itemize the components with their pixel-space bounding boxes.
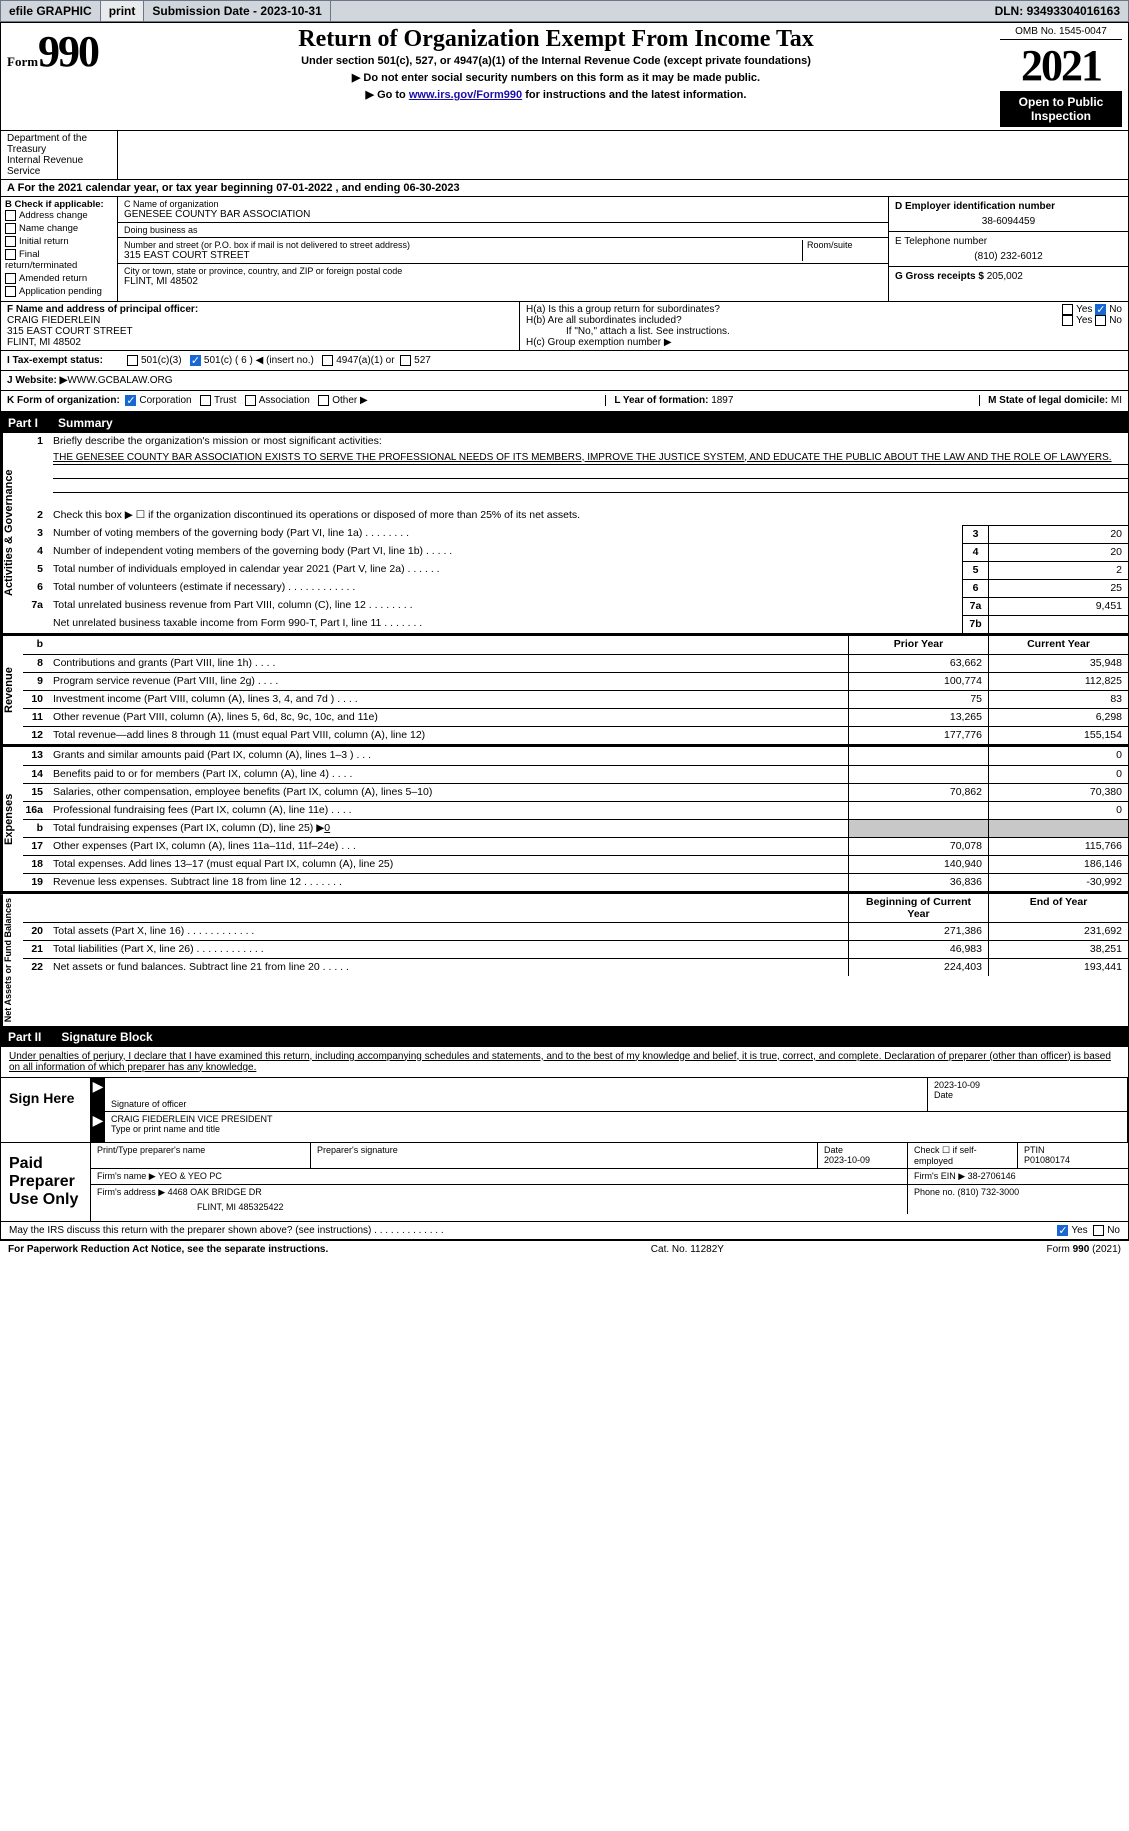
section-f-h: F Name and address of principal officer:…	[0, 302, 1129, 351]
boy-hdr: Beginning of Current Year	[848, 894, 988, 922]
line-7a-val: 9,451	[988, 597, 1128, 615]
prior-year-hdr: Prior Year	[848, 636, 988, 654]
website-url: WWW.GCBALAW.ORG	[67, 375, 172, 386]
line-5-val: 2	[988, 561, 1128, 579]
part-1-header: Part ISummary	[0, 413, 1129, 433]
form-header: Form990 Return of Organization Exempt Fr…	[0, 22, 1129, 131]
discuss-row: May the IRS discuss this return with the…	[0, 1222, 1129, 1240]
boxes-d-e-g: D Employer identification number 38-6094…	[889, 197, 1129, 302]
box-b: B Check if applicable: Address change Na…	[0, 197, 118, 302]
tax-exempt-status: I Tax-exempt status: 501(c)(3) 501(c) ( …	[0, 351, 1129, 371]
part-2-header: Part IISignature Block	[0, 1027, 1129, 1047]
print-button[interactable]: print	[101, 1, 145, 21]
line-4-val: 20	[988, 543, 1128, 561]
summary-revenue: Revenue bPrior YearCurrent Year 8Contrib…	[0, 634, 1129, 745]
signature-declaration: Under penalties of perjury, I declare th…	[0, 1047, 1129, 1078]
tax-year: 2021	[1000, 40, 1122, 91]
summary-expenses: Expenses 13Grants and similar amounts pa…	[0, 745, 1129, 892]
org-name: GENESEE COUNTY BAR ASSOCIATION	[124, 209, 882, 220]
box-f: F Name and address of principal officer:…	[0, 302, 520, 351]
tax-period: A For the 2021 calendar year, or tax yea…	[0, 180, 1129, 197]
open-to-public: Open to Public Inspection	[1000, 91, 1122, 127]
page-footer: For Paperwork Reduction Act Notice, see …	[0, 1240, 1129, 1258]
org-city: FLINT, MI 48502	[124, 276, 882, 287]
omb-cell: OMB No. 1545-0047 2021 Open to Public In…	[994, 22, 1129, 131]
form-note-2: Go to www.irs.gov/Form990 for instructio…	[124, 88, 988, 101]
form-note-1: Do not enter social security numbers on …	[124, 71, 988, 84]
officer-name: CRAIG FIEDERLEIN	[7, 315, 513, 326]
ptin: P01080174	[1024, 1155, 1122, 1165]
box-h: H(a) Is this a group return for subordin…	[520, 302, 1129, 351]
firm-phone: (810) 732-3000	[958, 1187, 1020, 1197]
mission-text: THE GENESEE COUNTY BAR ASSOCIATION EXIST…	[53, 452, 1112, 463]
k-org-row: K Form of organization: Corporation Trus…	[0, 391, 1129, 412]
line-3-val: 20	[988, 525, 1128, 543]
eoy-hdr: End of Year	[988, 894, 1128, 922]
form-number-cell: Form990	[0, 22, 118, 131]
firm-name: YEO & YEO PC	[158, 1171, 222, 1181]
vtab-activities: Activities & Governance	[1, 433, 23, 633]
dln: DLN: 93493304016163	[987, 1, 1128, 21]
line-7b-val	[988, 615, 1128, 633]
submission-date: Submission Date - 2023-10-31	[144, 1, 330, 21]
website-row: J Website: ▶ WWW.GCBALAW.ORG	[0, 371, 1129, 391]
arrow-icon: ▶	[91, 1112, 105, 1142]
header-info-grid: B Check if applicable: Address change Na…	[0, 197, 1129, 302]
vtab-revenue: Revenue	[1, 636, 23, 744]
vtab-expenses: Expenses	[1, 747, 23, 891]
form-title: Return of Organization Exempt From Incom…	[124, 26, 988, 53]
current-year-hdr: Current Year	[988, 636, 1128, 654]
summary-netassets: Net Assets or Fund Balances Beginning of…	[0, 892, 1129, 1027]
dept-treasury: Department of the Treasury Internal Reve…	[0, 131, 118, 180]
ein: 38-6094459	[895, 212, 1122, 227]
irs-link[interactable]: www.irs.gov/Form990	[409, 89, 522, 101]
telephone: (810) 232-6012	[895, 247, 1122, 262]
firm-ein: 38-2706146	[968, 1171, 1016, 1181]
vtab-netassets: Net Assets or Fund Balances	[1, 894, 23, 1026]
sign-here-block: Sign Here ▶ Signature of officer 2023-10…	[0, 1078, 1129, 1143]
form-subtitle: Under section 501(c), 527, or 4947(a)(1)…	[124, 55, 988, 67]
arrow-icon: ▶	[91, 1078, 105, 1111]
box-c: C Name of organization GENESEE COUNTY BA…	[118, 197, 889, 302]
line-6-val: 25	[988, 579, 1128, 597]
top-toolbar: efile GRAPHIC print Submission Date - 20…	[0, 0, 1129, 22]
form-title-cell: Return of Organization Exempt From Incom…	[118, 22, 994, 131]
summary-activities: Activities & Governance 1Briefly describ…	[0, 433, 1129, 634]
gross-receipts: 205,002	[987, 271, 1023, 282]
efile-label: efile GRAPHIC	[1, 1, 101, 21]
officer-typed: CRAIG FIEDERLEIN VICE PRESIDENT	[111, 1114, 1121, 1124]
paid-preparer-block: Paid Preparer Use Only Print/Type prepar…	[0, 1143, 1129, 1222]
org-street: 315 EAST COURT STREET	[124, 250, 802, 261]
omb-number: OMB No. 1545-0047	[1000, 26, 1122, 40]
